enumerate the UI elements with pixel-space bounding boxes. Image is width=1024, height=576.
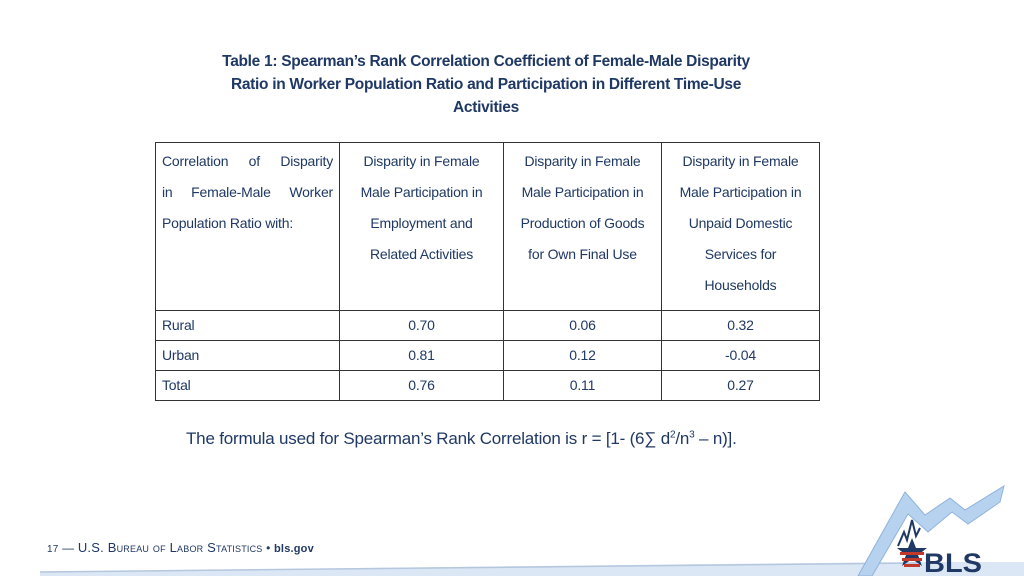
- table-cell: 0.27: [661, 370, 820, 401]
- row-label: Total: [155, 370, 340, 401]
- header-line: for Own Final Use: [528, 246, 637, 262]
- trend-arrow-icon: [857, 484, 1005, 576]
- header-line: Services for: [704, 246, 777, 262]
- title-line: Ratio in Worker Population Ratio and Par…: [230, 76, 742, 93]
- row-label: Rural: [155, 310, 340, 341]
- footer-org: U.S. Bureau of Labor Statistics: [77, 540, 263, 555]
- footer-bullet: •: [266, 541, 271, 555]
- stripe: [904, 564, 920, 567]
- footer: 17 — U.S. Bureau of Labor Statistics • b…: [47, 540, 314, 555]
- header-line: Disparity in Female: [363, 153, 480, 169]
- header-line: Unpaid Domestic: [688, 215, 793, 231]
- header-cell: Disparity in Female Male Participation i…: [339, 142, 504, 311]
- header-line: Production of Goods: [520, 215, 645, 231]
- stripe: [902, 558, 922, 561]
- table-cell: 0.11: [503, 370, 662, 401]
- table-cell: 0.12: [503, 340, 662, 371]
- correlation-table: Correlation of Disparity in Female-Male …: [155, 142, 820, 401]
- table-cell: 0.32: [661, 310, 820, 341]
- table-cell: 0.81: [339, 340, 504, 371]
- header-line: Disparity in Female: [524, 153, 641, 169]
- header-line: Male Participation in: [679, 184, 802, 200]
- header-line: Households: [704, 277, 777, 293]
- formula-text: /n: [675, 429, 690, 448]
- footer-dash: —: [62, 541, 75, 555]
- header-line: Disparity in Female: [682, 153, 799, 169]
- table-title: Table 1: Spearman’s Rank Correlation Coe…: [180, 50, 792, 119]
- table-cell: 0.70: [339, 310, 504, 341]
- page-number: 17: [47, 544, 59, 555]
- header-line: Male Participation in: [360, 184, 483, 200]
- footer-graphic: BLS: [39, 484, 1024, 576]
- table-cell: -0.04: [661, 340, 820, 371]
- footer-site: bls.gov: [274, 543, 314, 555]
- footer-line: [39, 562, 919, 573]
- formula-text: – n)].: [694, 429, 737, 448]
- header-line: Employment and: [370, 215, 473, 231]
- header-line: Related Activities: [369, 246, 473, 262]
- header-line: Population Ratio with:: [162, 215, 294, 231]
- title-line: Table 1: Spearman’s Rank Correlation Coe…: [222, 53, 750, 70]
- title-line: Activities: [453, 99, 519, 116]
- chart-line-icon: [897, 519, 921, 547]
- header-line: Male Participation in: [521, 184, 644, 200]
- header-row: Correlation of Disparity in Female-Male …: [155, 142, 820, 311]
- formula-sup: 2: [670, 429, 676, 441]
- header-cell: Disparity in Female Male Participation i…: [661, 142, 820, 311]
- formula-text: The formula used for Spearman’s Rank Cor…: [186, 429, 670, 448]
- bls-logo-text: BLS: [924, 548, 982, 576]
- table-cell: 0.76: [339, 370, 504, 401]
- header-cell: Disparity in Female Male Participation i…: [503, 142, 662, 311]
- table-row: Rural 0.70 0.06 0.32: [155, 310, 820, 341]
- stripe: [900, 552, 924, 555]
- header-line: Correlation of Disparity: [162, 153, 333, 169]
- header-cell: Correlation of Disparity in Female-Male …: [155, 142, 340, 311]
- table-row: Urban 0.81 0.12 -0.04: [155, 340, 820, 371]
- formula-note: The formula used for Spearman’s Rank Cor…: [186, 429, 737, 449]
- formula-sup: 3: [689, 429, 695, 441]
- table-row: Total 0.76 0.11 0.27: [155, 370, 820, 401]
- table-cell: 0.06: [503, 310, 662, 341]
- footer-swoosh: [40, 562, 1024, 576]
- header-line: in Female-Male Worker: [162, 184, 333, 200]
- row-label: Urban: [155, 340, 340, 371]
